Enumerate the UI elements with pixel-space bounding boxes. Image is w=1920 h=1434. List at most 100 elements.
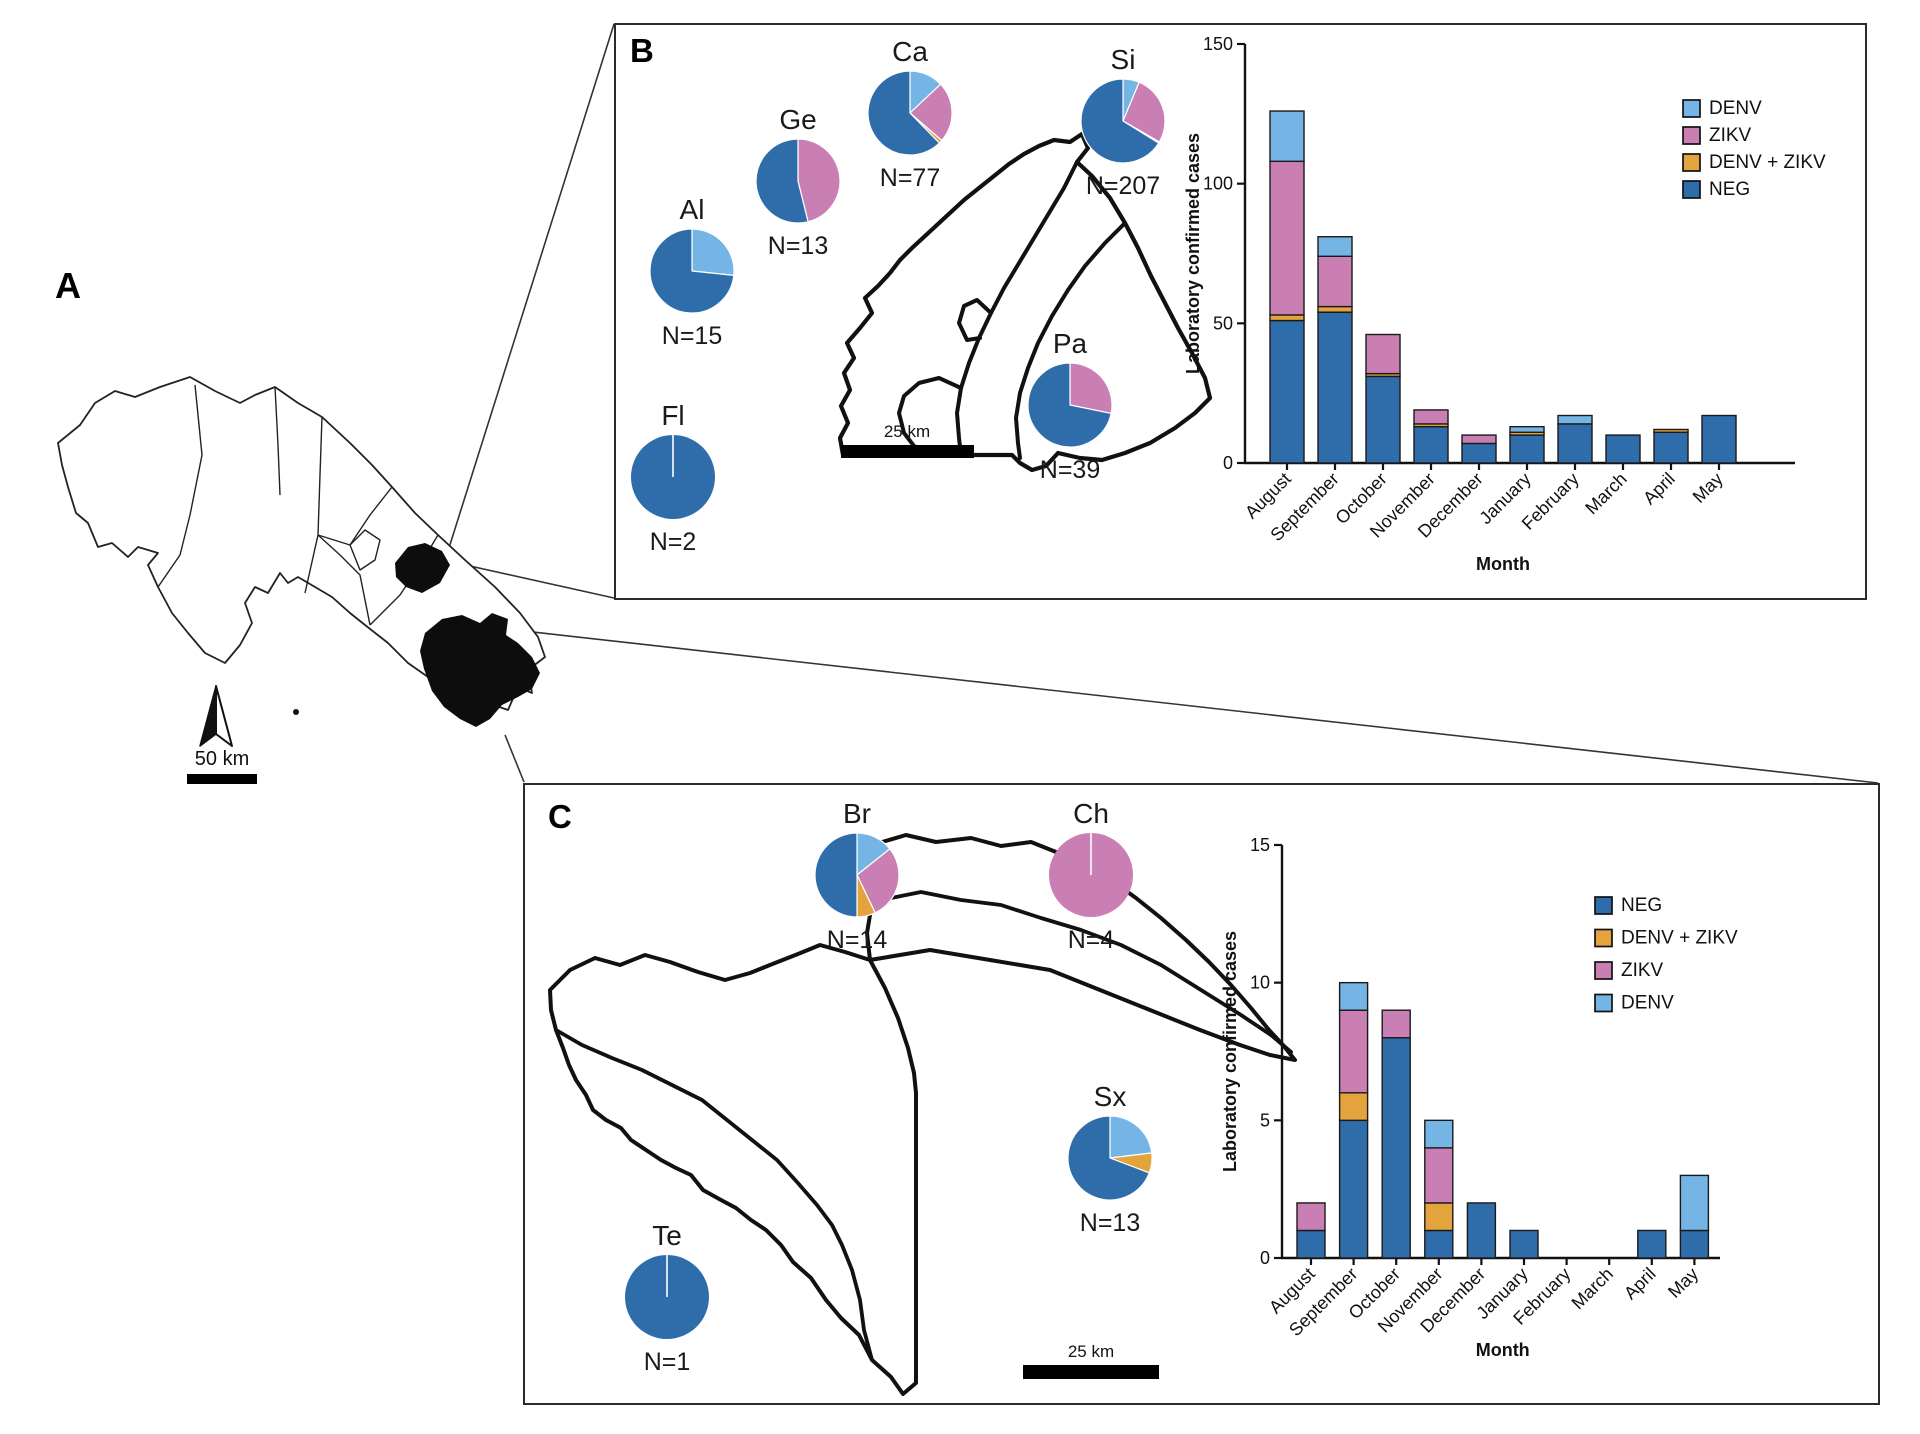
- highlighted-region-south: [420, 613, 540, 727]
- bar-segment: [1509, 434, 1545, 464]
- bar-segment: [1424, 1202, 1454, 1232]
- x-axis-title: Month: [1476, 554, 1530, 574]
- bar-segment: [1637, 1229, 1667, 1259]
- inset-c-outline: [548, 833, 1297, 1396]
- legend-swatch: [1682, 180, 1701, 199]
- bar-segment: [1296, 1202, 1326, 1232]
- bar-segment: [1679, 1174, 1710, 1232]
- y-axis-title: Laboratory confirmed cases: [1220, 931, 1240, 1172]
- pie-group-br: Br N=14: [802, 798, 912, 954]
- scalebar-a-text: 50 km: [194, 748, 250, 770]
- scalebar-b: 25 km: [840, 422, 974, 458]
- north-arrow-icon: [199, 685, 233, 747]
- x-tick-label: March: [1581, 469, 1631, 519]
- bar-segment: [1269, 110, 1305, 163]
- pie-slice: [1027, 362, 1112, 448]
- north-arrow-left-half: [199, 685, 217, 747]
- bar-segment: [1269, 314, 1305, 322]
- bar-segment: [1509, 425, 1545, 433]
- inset-c-canton-borders: [554, 890, 1293, 1362]
- bar-segment: [1365, 375, 1401, 464]
- pie-group-pa: Pa N=39: [1015, 328, 1125, 484]
- pie-ch-title: Ch: [1073, 798, 1109, 829]
- legend-label: NEG: [1621, 895, 1662, 916]
- bar-segment: [1557, 423, 1593, 464]
- scalebar-c-text: 25 km: [1067, 1342, 1115, 1361]
- pie-fl-n: N=2: [649, 528, 697, 556]
- bar-segment: [1338, 1009, 1369, 1094]
- panel-c-inset-map: [548, 833, 1297, 1396]
- pie-br-title: Br: [843, 798, 871, 829]
- bar-chart-b: 050100150AugustSeptemberOctoberNovemberD…: [1183, 34, 1826, 574]
- connector-line: [504, 734, 525, 783]
- legend-label: DENV: [1621, 993, 1674, 1014]
- bar-segment: [1605, 434, 1641, 464]
- bar-segment: [1338, 1092, 1369, 1122]
- panel-b-label: B: [630, 32, 654, 69]
- pie-si-chart: [1080, 78, 1166, 164]
- bar-segment: [1653, 428, 1689, 433]
- bar-segment: [1424, 1229, 1454, 1259]
- bar-segment: [1317, 236, 1353, 257]
- pie-ch-n: N=4: [1067, 926, 1115, 954]
- pie-ca-n: N=77: [879, 164, 941, 192]
- pie-slice: [909, 83, 953, 142]
- pie-slice: [797, 138, 841, 223]
- pie-slice: [691, 228, 735, 276]
- x-tick-label: March: [1568, 1264, 1618, 1314]
- bar-segment: [1461, 434, 1497, 445]
- legend-swatch: [1594, 896, 1613, 915]
- legend-swatch: [1682, 99, 1701, 118]
- x-axis-title: Month: [1476, 1340, 1530, 1360]
- legend-swatch: [1594, 993, 1613, 1013]
- pie-sx-chart: [1067, 1115, 1153, 1201]
- pie-group-ch: Ch N=4: [1036, 798, 1146, 954]
- bar-segment: [1338, 981, 1369, 1011]
- x-tick-label: April: [1639, 469, 1679, 509]
- panel-c-box: [523, 783, 1880, 1405]
- pie-ge-n: N=13: [767, 232, 829, 260]
- pie-slice: [867, 70, 940, 156]
- bar-segment: [1413, 425, 1449, 464]
- connector-line: [496, 627, 1879, 784]
- scalebar-c: 25 km: [1023, 1342, 1159, 1379]
- y-tick-label: 10: [1250, 973, 1270, 993]
- y-tick-label: 150: [1203, 34, 1233, 54]
- bar-segment: [1269, 160, 1305, 316]
- bar-segment: [1461, 442, 1497, 464]
- scalebar-b-text: 25 km: [883, 422, 931, 441]
- y-tick-label: 0: [1260, 1248, 1270, 1268]
- bar-segment: [1509, 1229, 1539, 1259]
- y-tick-label: 5: [1260, 1110, 1270, 1130]
- bar-segment: [1679, 1229, 1710, 1259]
- pie-ch-chart: [1049, 833, 1133, 917]
- y-tick-label: 50: [1213, 313, 1233, 333]
- y-tick-label: 100: [1203, 174, 1233, 194]
- connector-line: [447, 23, 615, 552]
- pie-slice: [1080, 78, 1160, 164]
- pie-si-title: Si: [1110, 44, 1136, 75]
- pie-group-ge: Ge N=13: [743, 104, 853, 260]
- highlighted-region-north: [395, 543, 450, 593]
- pie-si-n: N=207: [1085, 172, 1161, 200]
- connector-line: [451, 561, 615, 599]
- legend-label: DENV + ZIKV: [1621, 928, 1738, 949]
- bar-segment: [1317, 255, 1353, 308]
- legend-swatch: [1682, 126, 1701, 145]
- pie-br-chart: [814, 832, 900, 918]
- pie-slice: [1109, 1115, 1153, 1159]
- bar-segment: [1381, 1037, 1411, 1259]
- pie-slice: [814, 832, 858, 918]
- pie-ge-chart: [755, 138, 841, 224]
- pie-te-title: Te: [652, 1220, 682, 1251]
- pie-pa-chart: [1027, 362, 1113, 448]
- pie-fl-chart: [631, 435, 715, 519]
- scalebar-a-bar: [187, 774, 257, 784]
- pie-ge-title: Ge: [779, 104, 817, 135]
- y-tick-label: 0: [1223, 453, 1233, 473]
- pie-te-n: N=1: [643, 1348, 691, 1376]
- scalebar-c-bar: [1023, 1365, 1159, 1379]
- pie-slice: [755, 138, 809, 224]
- bar-segment: [1557, 414, 1593, 425]
